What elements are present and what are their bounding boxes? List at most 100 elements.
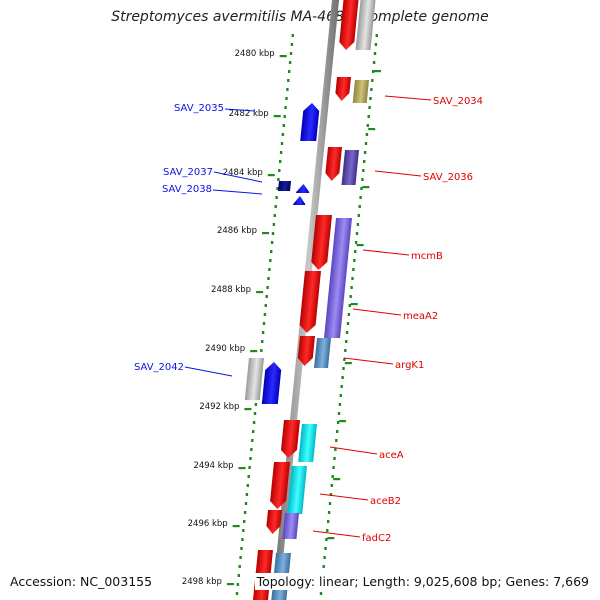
dotted-scale-dot (248, 466, 251, 469)
gene-label-acea: aceA (379, 450, 404, 461)
ruler-tick (327, 537, 335, 540)
dotted-scale-dot (240, 547, 243, 550)
dotted-scale-dot (286, 88, 289, 91)
ruler-label: 2492 kbp (199, 402, 239, 412)
gene-box (341, 150, 359, 185)
dotted-scale-dot (241, 538, 244, 541)
dotted-scale-dot (368, 106, 371, 109)
ruler-tick (356, 244, 364, 247)
genome-summary-label: Topology: linear; Length: 9,025,608 bp; … (254, 573, 591, 590)
dotted-scale-dot (281, 133, 285, 136)
dotted-scale-dot (323, 556, 326, 559)
gene-label-sav-2042: SAV_2042 (134, 362, 184, 373)
gene-box (314, 338, 331, 368)
gene-label-aceb2-leader (319, 493, 369, 501)
dotted-scale-dot (288, 61, 292, 64)
dotted-scale-dot (252, 430, 255, 433)
ruler-tick (350, 303, 358, 306)
dotted-scale-dot (361, 178, 364, 181)
dotted-scale-dot (360, 187, 363, 190)
dotted-scale-dot (239, 556, 242, 559)
dotted-scale-dot (349, 295, 352, 298)
dotted-scale-dot (331, 475, 334, 478)
dotted-scale-dot (325, 538, 328, 541)
dotted-scale-dot (374, 43, 378, 46)
dotted-scale-dot (366, 124, 369, 127)
dotted-scale-dot (280, 142, 284, 145)
gene-box (266, 510, 282, 534)
ruler-label: 2482 kbp (229, 109, 269, 119)
dotted-scale-dot (354, 250, 357, 253)
dotted-scale-dot (332, 466, 335, 469)
gene-label-fadc2-leader (312, 530, 361, 538)
dotted-scale-dot (372, 61, 376, 64)
accession-label: Accession: NC_003155 (8, 573, 155, 590)
dotted-scale-dot (341, 376, 344, 379)
dotted-scale-dot (279, 160, 282, 163)
gene-box (282, 513, 299, 539)
dotted-scale-dot (330, 484, 333, 487)
dotted-scale-dot (339, 394, 342, 397)
gene-label-meaa2: meaA2 (403, 311, 438, 322)
gene-box (355, 0, 376, 50)
dotted-scale-dot (373, 52, 377, 55)
dotted-scale-dot (345, 340, 348, 343)
dotted-scale-dot (253, 412, 257, 415)
dotted-scale-dot (362, 169, 365, 172)
gene-label-sav-2037-leader (213, 171, 263, 183)
ruler-label: 2496 kbp (188, 519, 228, 529)
dotted-scale-dot (236, 583, 240, 586)
ruler-tick (267, 174, 275, 177)
dotted-scale-dot (279, 151, 283, 154)
dotted-scale-dot (352, 268, 355, 271)
gene-label-sav-2037: SAV_2037 (163, 167, 213, 178)
ruler-tick (368, 128, 376, 131)
dotted-scale-dot (324, 547, 327, 550)
gene-label-sav-2036: SAV_2036 (423, 172, 473, 183)
ruler-tick (374, 70, 381, 73)
gene-label-sav-2034-leader (384, 95, 432, 101)
gene-label-sav-2034: SAV_2034 (433, 96, 483, 107)
dotted-scale-dot (327, 511, 331, 514)
ruler-tick (232, 525, 240, 528)
dotted-scale-dot (329, 493, 333, 496)
gene-box (300, 103, 320, 141)
gene-label-mcmb-leader (362, 249, 410, 256)
dotted-scale-dot (277, 178, 280, 181)
dotted-scale-dot (263, 313, 267, 316)
ruler-label: 2490 kbp (205, 344, 245, 354)
dotted-scale-dot (250, 448, 253, 451)
ruler-tick (262, 232, 269, 235)
dotted-scale-dot (347, 313, 351, 316)
dotted-scale-dot (285, 97, 288, 100)
dotted-scale-dot (249, 457, 252, 460)
dotted-scale-dot (289, 52, 293, 55)
gene-label-sav-2038-leader (212, 189, 263, 195)
dotted-scale-dot (273, 214, 276, 217)
gene-box (297, 336, 315, 366)
ruler-label: 2494 kbp (193, 461, 233, 471)
dotted-scale-dot (252, 421, 256, 424)
gene-label-acea-leader (329, 446, 378, 455)
dotted-scale-dot (340, 385, 343, 388)
dotted-scale-dot (271, 232, 275, 235)
dotted-scale-dot (264, 304, 267, 307)
gene-label-sav-2042-leader (184, 366, 233, 377)
dotted-scale-dot (237, 574, 240, 577)
gene-box (270, 462, 290, 509)
gene-box (311, 215, 332, 270)
dotted-scale-dot (370, 88, 373, 91)
dotted-scale-dot (244, 502, 248, 505)
dotted-scale-dot (290, 43, 294, 46)
ruler-tick (244, 408, 252, 411)
gene-label-aceb2: aceB2 (370, 496, 401, 507)
gene-label-meaa2-leader (352, 308, 402, 316)
dotted-scale-dot (254, 403, 258, 406)
dotted-scale-dot (367, 115, 370, 118)
dotted-scale-dot (274, 205, 277, 208)
gene-box (287, 466, 307, 514)
dotted-scale-dot (335, 439, 338, 442)
dotted-scale-dot (345, 331, 349, 334)
dotted-scale-dot (238, 565, 241, 568)
dotted-scale-dot (322, 565, 325, 568)
